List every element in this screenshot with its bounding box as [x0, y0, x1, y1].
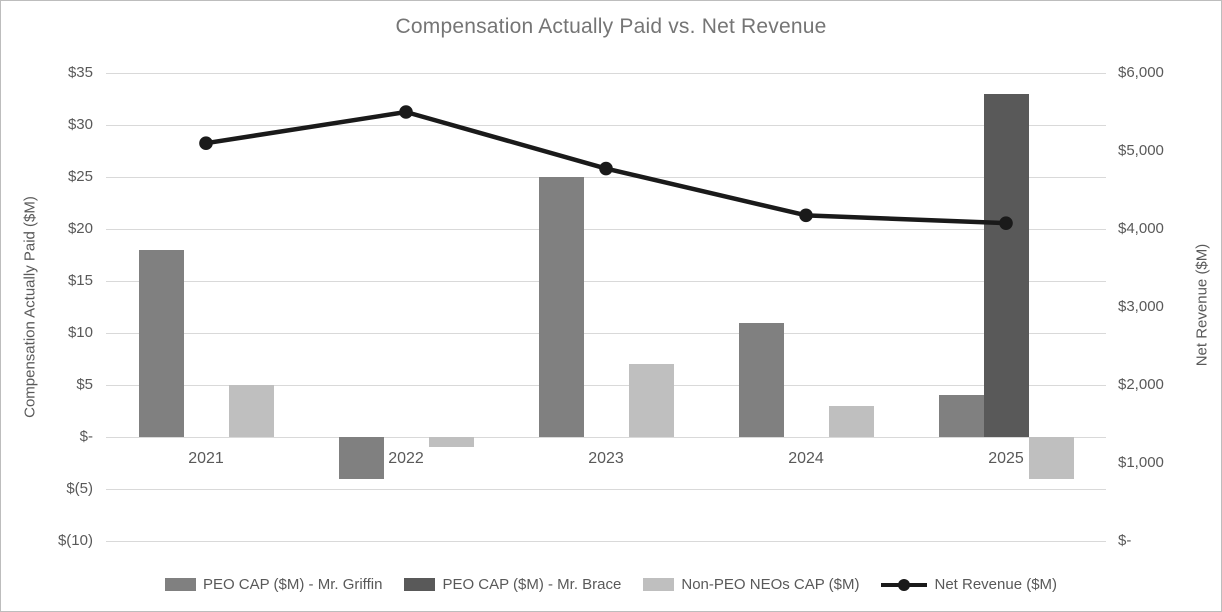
bar-peo-cap-m-mr-griffin-2023[interactable]	[538, 177, 584, 437]
right-axis-tick-label: $5,000	[1118, 142, 1164, 159]
legend-label: PEO CAP ($M) - Mr. Griffin	[202, 576, 383, 593]
gridline	[106, 488, 1106, 490]
right-axis-tick-label: $2,000	[1118, 376, 1164, 393]
bar-non-peo-neos-cap-m-2023[interactable]	[628, 364, 674, 437]
left-axis-tick-label: $-	[79, 428, 93, 445]
legend: PEO CAP ($M) - Mr. Griffin PEO CAP ($M) -…	[1, 576, 1221, 593]
net-revenue-point-2024[interactable]	[799, 208, 813, 223]
legend-item-non-peo-neos-cap-m[interactable]: Non-PEO NEOs CAP ($M)	[643, 576, 859, 593]
gridline	[106, 384, 1106, 386]
bar-non-peo-neos-cap-m-2021[interactable]	[228, 385, 274, 437]
right-axis-tick-label: $1,000	[1118, 454, 1164, 471]
y-axis-title-right: Net Revenue ($M)	[1193, 243, 1211, 367]
left-axis-tick-label: $30	[67, 116, 93, 133]
net-revenue-point-2021[interactable]	[199, 136, 213, 150]
bar-peo-cap-m-mr-brace-2025[interactable]	[983, 93, 1029, 437]
chart-title: Compensation Actually Paid vs. Net Reven…	[395, 15, 827, 38]
left-axis-tick-label: $10	[67, 324, 93, 341]
legend-item-peo-cap-m-mr-griffin[interactable]: PEO CAP ($M) - Mr. Griffin	[164, 576, 383, 593]
left-axis-tick-label: $(10)	[57, 532, 93, 549]
bar-non-peo-neos-cap-m-2022[interactable]	[428, 437, 474, 448]
bar-peo-cap-m-mr-griffin-2022[interactable]	[338, 437, 384, 479]
legend-item-net-revenue-m[interactable]: Net Revenue ($M)	[881, 576, 1057, 593]
x-axis-label-2022: 2022	[388, 450, 424, 467]
gridline	[106, 332, 1106, 334]
gridline	[106, 540, 1106, 542]
left-axis-tick-label: $15	[67, 272, 93, 289]
net-revenue-point-2023[interactable]	[599, 161, 613, 176]
bar-peo-cap-m-mr-griffin-2024[interactable]	[738, 322, 784, 437]
left-axis-tick-label: $25	[67, 168, 93, 185]
right-axis-tick-label: $6,000	[1118, 64, 1164, 81]
left-axis-tick-label: $(5)	[66, 480, 93, 497]
gridline	[106, 228, 1106, 230]
net-revenue-point-2025[interactable]	[999, 216, 1013, 230]
x-axis-label-2025: 2025	[988, 450, 1024, 467]
net-revenue-point-2022[interactable]	[399, 105, 413, 119]
gridline	[106, 176, 1106, 178]
right-axis-tick-label: $3,000	[1118, 298, 1164, 315]
gridline	[106, 280, 1106, 282]
legend-line-marker-icon	[881, 578, 928, 591]
right-axis-tick-label: $-	[1118, 532, 1132, 549]
x-axis-label-2024: 2024	[788, 450, 824, 467]
x-axis-label-2023: 2023	[588, 450, 624, 467]
plot-area	[106, 72, 1106, 542]
bar-peo-cap-m-mr-griffin-2021[interactable]	[138, 249, 184, 437]
bar-peo-cap-m-mr-griffin-2025[interactable]	[938, 395, 984, 437]
right-axis-tick-label: $4,000	[1118, 220, 1164, 237]
gridline	[106, 124, 1106, 126]
gridline	[106, 436, 1106, 438]
legend-label: Non-PEO NEOs CAP ($M)	[681, 576, 860, 593]
legend-label: Net Revenue ($M)	[934, 576, 1058, 593]
x-axis-label-2021: 2021	[188, 450, 224, 467]
legend-label: PEO CAP ($M) - Mr. Brace	[442, 576, 622, 593]
bar-non-peo-neos-cap-m-2024[interactable]	[828, 405, 874, 437]
left-axis-tick-label: $5	[76, 376, 93, 393]
legend-swatch-icon	[164, 578, 196, 591]
legend-item-peo-cap-m-mr-brace[interactable]: PEO CAP ($M) - Mr. Brace	[404, 576, 621, 593]
left-axis-tick-label: $35	[67, 64, 93, 81]
legend-swatch-icon	[404, 578, 436, 591]
legend-swatch-icon	[643, 578, 675, 591]
left-axis-tick-label: $20	[67, 220, 93, 237]
bar-non-peo-neos-cap-m-2025[interactable]	[1028, 437, 1074, 479]
net-revenue-line-layer	[199, 105, 1013, 230]
gridline	[106, 72, 1106, 74]
